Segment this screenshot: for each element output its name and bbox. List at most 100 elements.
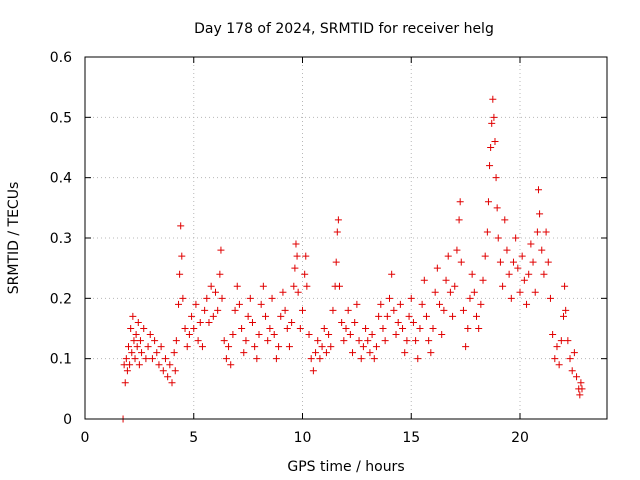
data-point <box>375 312 383 320</box>
data-point <box>570 349 578 357</box>
data-point <box>457 258 465 266</box>
data-point <box>157 343 165 351</box>
data-point <box>359 343 367 351</box>
data-point <box>192 300 200 308</box>
data-point <box>403 337 411 345</box>
data-point <box>484 198 492 206</box>
data-point <box>377 300 385 308</box>
data-point <box>329 306 337 314</box>
data-point <box>262 312 270 320</box>
data-point <box>153 349 161 357</box>
data-point <box>322 349 330 357</box>
data-point <box>135 361 143 369</box>
data-point <box>562 306 570 314</box>
data-point <box>531 288 539 296</box>
data-point <box>132 331 140 339</box>
data-point <box>542 228 550 236</box>
data-point <box>181 325 189 332</box>
data-point <box>246 294 254 302</box>
data-point <box>451 282 459 290</box>
data-point <box>372 343 380 351</box>
data-point <box>126 361 134 369</box>
data-point <box>496 258 504 266</box>
data-point <box>338 318 346 326</box>
data-points <box>119 95 586 423</box>
data-point <box>440 306 448 314</box>
data-point <box>231 306 239 314</box>
data-point <box>420 276 428 284</box>
data-point <box>353 300 361 308</box>
plot-frame <box>84 56 608 420</box>
data-point <box>292 240 300 248</box>
data-point <box>444 252 452 260</box>
data-point <box>520 276 528 284</box>
data-point <box>238 325 246 332</box>
data-point <box>529 258 537 266</box>
data-point <box>334 216 342 224</box>
data-point <box>503 246 511 254</box>
data-point <box>253 355 261 363</box>
x-tick-label: 0 <box>81 430 90 446</box>
data-point <box>129 312 137 320</box>
data-point <box>557 337 565 345</box>
data-point <box>407 294 415 302</box>
data-point <box>527 240 535 248</box>
data-point <box>240 349 248 357</box>
data-point <box>414 355 422 363</box>
data-point <box>133 343 141 351</box>
data-point <box>140 325 148 332</box>
data-point <box>491 137 499 145</box>
data-point <box>146 331 154 339</box>
data-point <box>134 318 142 326</box>
data-point <box>386 294 393 302</box>
data-point <box>364 337 372 345</box>
data-point <box>159 367 167 375</box>
data-point <box>288 318 296 326</box>
data-point <box>493 204 501 212</box>
data-point <box>578 385 586 393</box>
data-point <box>166 361 174 369</box>
data-point <box>312 349 320 357</box>
data-point <box>523 300 531 308</box>
y-tick-label: 0 <box>63 412 72 428</box>
data-point <box>514 264 522 272</box>
data-point <box>436 300 444 308</box>
data-point <box>279 288 287 296</box>
data-point <box>320 325 328 332</box>
data-point <box>196 318 204 326</box>
data-point <box>551 355 559 363</box>
data-point <box>533 228 541 236</box>
data-point <box>394 318 402 326</box>
data-point <box>388 270 396 278</box>
data-point <box>351 318 359 326</box>
data-point <box>573 373 581 381</box>
data-point <box>499 282 507 290</box>
data-point <box>429 325 437 332</box>
data-point <box>464 325 472 332</box>
data-point <box>233 282 241 290</box>
data-point <box>203 294 211 302</box>
axis-ticks: 0 5 10 15 20 0 0.1 0.2 0.3 0.4 0.5 0.6 <box>50 50 607 446</box>
data-point <box>442 276 450 284</box>
data-point <box>207 282 215 290</box>
data-point <box>401 349 409 357</box>
data-point <box>427 349 435 357</box>
data-point <box>481 252 489 260</box>
data-point <box>449 312 457 320</box>
data-point <box>218 294 226 302</box>
data-point <box>525 270 533 278</box>
data-point <box>362 325 370 332</box>
data-point <box>283 325 291 332</box>
data-point <box>425 337 433 345</box>
data-point <box>127 325 135 332</box>
data-point <box>170 349 178 357</box>
data-point <box>301 270 309 278</box>
data-point <box>453 246 461 254</box>
data-point <box>307 355 315 363</box>
y-axis-label: SRMTID / TECUs <box>6 182 22 295</box>
data-point <box>268 294 276 302</box>
data-point <box>501 216 509 224</box>
data-point <box>492 174 500 182</box>
data-point <box>483 228 491 236</box>
